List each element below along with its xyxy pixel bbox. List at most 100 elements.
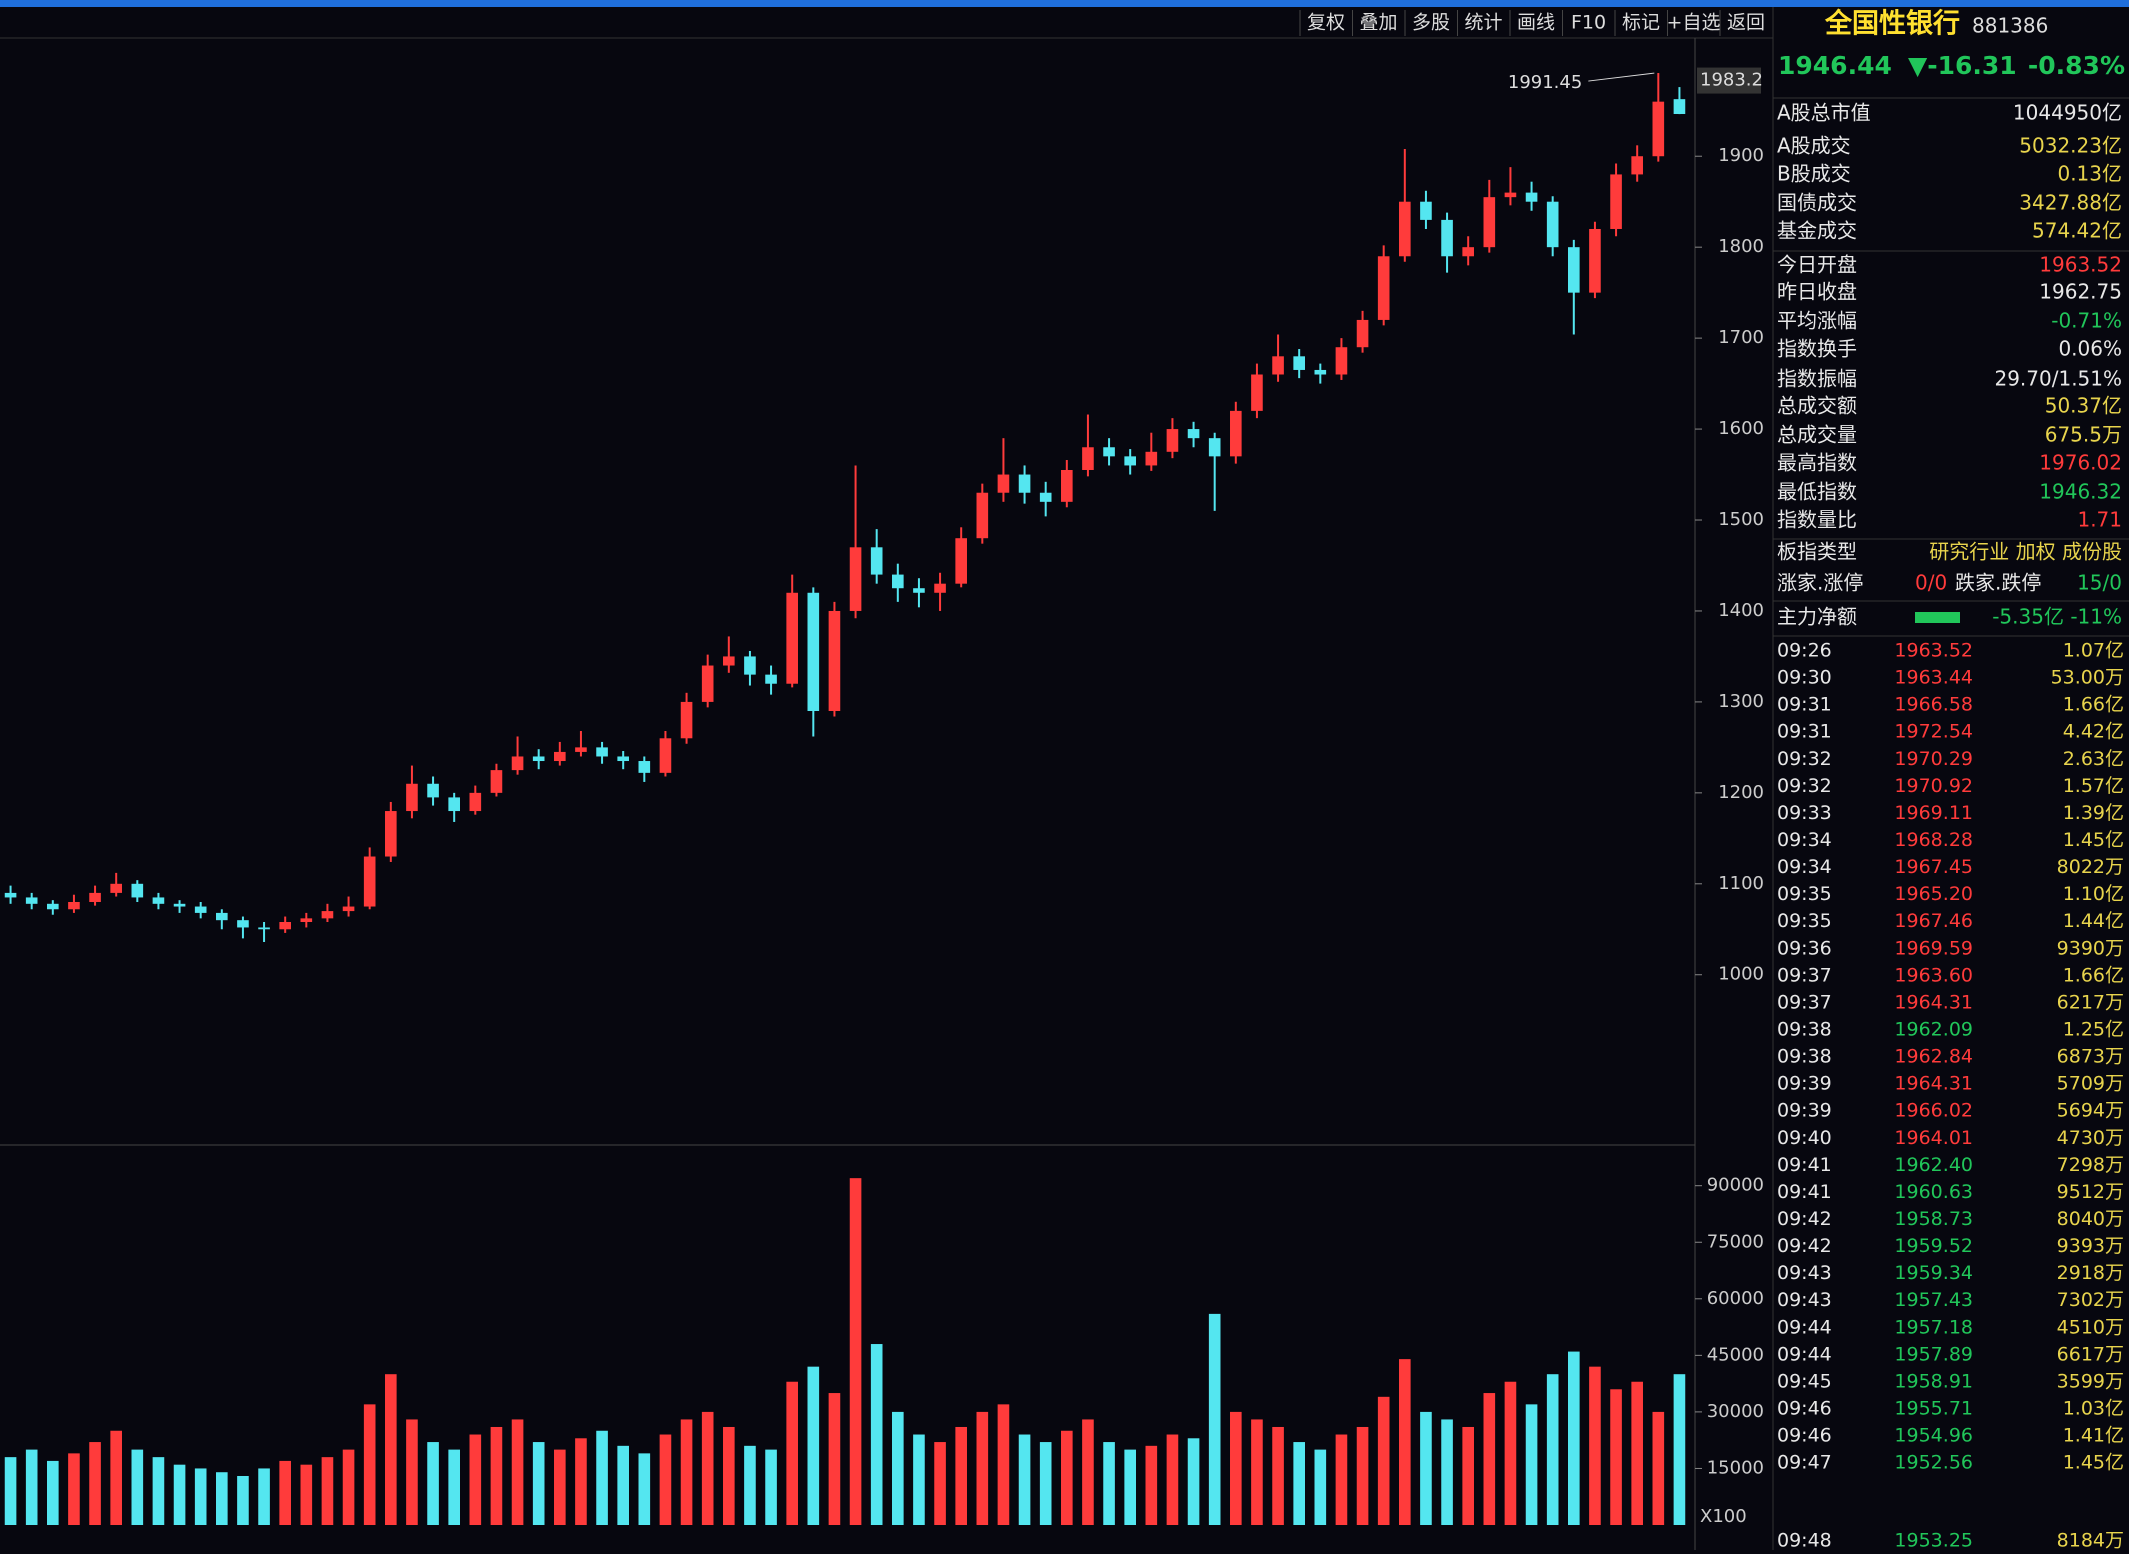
- volume-bar: [1208, 1313, 1221, 1525]
- volume-bar: [1166, 1434, 1179, 1525]
- high-arrow: [1588, 72, 1655, 82]
- candle-body: [849, 547, 862, 611]
- stat-value: 1.71: [2077, 508, 2122, 532]
- toolbar-button[interactable]: 画线: [1517, 12, 1555, 34]
- tick-time: 09:37: [1777, 964, 1832, 986]
- volume-bar: [1673, 1374, 1686, 1525]
- tick-time: 09:42: [1777, 1208, 1832, 1230]
- stat-label: 最高指数: [1777, 451, 1857, 475]
- stat-label: B股成交: [1777, 162, 1851, 186]
- candle-body: [1293, 356, 1305, 370]
- volume-bar: [934, 1442, 946, 1525]
- candle-body: [1187, 429, 1200, 439]
- tick-time: 09:41: [1777, 1181, 1832, 1203]
- candle-body: [173, 903, 186, 907]
- candle-body: [1462, 247, 1474, 257]
- tick-volume: 4510万: [2057, 1316, 2124, 1338]
- tick-price: 1969.59: [1894, 937, 1973, 959]
- volume-bar: [1377, 1396, 1390, 1525]
- toolbar-button[interactable]: 返回: [1727, 12, 1765, 34]
- tick-volume: 53.00万: [2051, 667, 2124, 689]
- tick-volume: 9512万: [2057, 1181, 2124, 1203]
- candle-body: [300, 918, 313, 922]
- tick-time: 09:38: [1777, 1018, 1832, 1040]
- candle-body: [1589, 228, 1601, 293]
- candle-body: [870, 547, 883, 575]
- volume-bar: [258, 1468, 270, 1525]
- vol-y-tick-label: 45000: [1707, 1344, 1764, 1365]
- tick-price: 1962.09: [1894, 1018, 1973, 1040]
- y-tick-label: 1300: [1718, 691, 1764, 712]
- quote-price: 1946.44: [1778, 51, 1892, 80]
- tick-time: 09:38: [1777, 1046, 1832, 1068]
- candle-body: [152, 897, 165, 904]
- tick-volume: 1.07亿: [2063, 640, 2124, 662]
- candle-body: [807, 592, 820, 712]
- stat-label: 昨日收盘: [1777, 280, 1857, 304]
- y-tick-label: 1500: [1718, 509, 1764, 530]
- volume-bar: [870, 1344, 883, 1525]
- candle-body: [913, 588, 925, 593]
- tick-time: 09:36: [1777, 937, 1832, 959]
- tick-time: 09:31: [1777, 694, 1832, 716]
- stat-value: 3427.88亿: [2019, 191, 2122, 215]
- volume-bar: [406, 1419, 418, 1525]
- candle-body: [532, 756, 545, 762]
- tick-price: 1957.43: [1894, 1289, 1973, 1311]
- candle-body: [427, 783, 439, 798]
- volume-bar: [1462, 1426, 1474, 1525]
- volume-bar: [1251, 1419, 1263, 1525]
- volume-bar: [1525, 1404, 1538, 1525]
- volume-bar: [765, 1449, 777, 1525]
- stat-value: 研究行业 加权 成份股: [1929, 540, 2122, 564]
- toolbar-button[interactable]: 多股: [1412, 12, 1450, 34]
- tick-time: 09:43: [1777, 1262, 1832, 1284]
- volume-bar: [131, 1449, 144, 1525]
- volume-bar: [1356, 1426, 1369, 1525]
- volume-bar: [385, 1374, 397, 1525]
- toolbar-button[interactable]: 叠加: [1359, 12, 1397, 34]
- volume-bar: [701, 1411, 714, 1525]
- toolbar-button[interactable]: 复权: [1307, 12, 1345, 34]
- breadth-label: 涨家.涨停: [1777, 571, 1863, 595]
- y-tick-label: 1200: [1718, 782, 1764, 803]
- toolbar-button[interactable]: 统计: [1464, 12, 1502, 34]
- toolbar-button[interactable]: 标记: [1622, 12, 1660, 34]
- candle-body: [1504, 192, 1517, 198]
- stat-label: 今日开盘: [1777, 253, 1857, 277]
- toolbar-button[interactable]: +自选: [1667, 12, 1721, 34]
- candle-body: [1039, 492, 1052, 502]
- stat-label: 总成交量: [1777, 423, 1857, 447]
- candle-body: [1061, 469, 1073, 502]
- quote-change-pct: -0.83%: [2028, 51, 2125, 80]
- tick-time: 09:37: [1777, 991, 1832, 1013]
- volume-bar: [1420, 1411, 1432, 1525]
- tick-price: 1958.73: [1894, 1208, 1973, 1230]
- stat-value: 1946.32: [2039, 480, 2122, 504]
- tick-time: 09:33: [1777, 802, 1832, 824]
- candle-body: [448, 797, 460, 812]
- volume-bar: [4, 1457, 17, 1525]
- tick-volume: 2918万: [2057, 1262, 2124, 1284]
- tick-price: 1952.56: [1894, 1452, 1973, 1474]
- candle-body: [1441, 219, 1453, 257]
- volume-bar: [1441, 1419, 1453, 1525]
- toolbar-button[interactable]: F10: [1571, 12, 1606, 34]
- volume-bar: [807, 1366, 820, 1525]
- volume-bar: [680, 1419, 693, 1525]
- tick-volume: 6873万: [2057, 1046, 2124, 1068]
- stat-label: 最低指数: [1777, 480, 1857, 504]
- volume-bar: [997, 1404, 1010, 1525]
- volume-bar: [1399, 1359, 1411, 1525]
- candle-body: [131, 883, 144, 898]
- y-tick-label: 1800: [1718, 236, 1764, 257]
- breadth-value: 0/0: [1915, 571, 1947, 595]
- volume-bar: [955, 1426, 967, 1525]
- stat-label: 基金成交: [1777, 219, 1857, 243]
- candle-body: [1568, 247, 1580, 293]
- candle-body: [363, 856, 376, 907]
- tick-price: 1959.52: [1894, 1235, 1973, 1257]
- volume-bar: [1293, 1442, 1305, 1525]
- breadth-value: 15/0: [2077, 571, 2122, 595]
- volume-bar: [596, 1430, 608, 1525]
